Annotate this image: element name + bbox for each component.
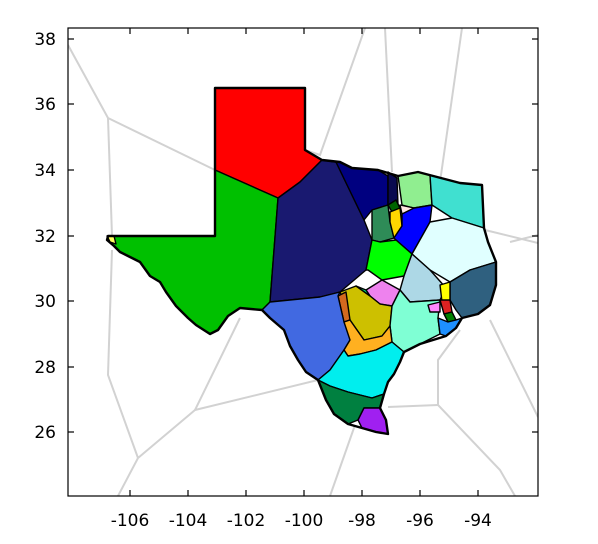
voronoi-line (387, 404, 439, 408)
y-tick-label: 30 (34, 292, 56, 312)
voronoi-line (384, 28, 393, 173)
y-tick-label: 36 (34, 95, 56, 115)
y-tick-label: 38 (34, 30, 56, 50)
y-tick-label: 26 (34, 423, 56, 443)
voronoi-line (68, 44, 216, 171)
voronoi-line (439, 28, 463, 183)
region-houston-b (427, 301, 441, 313)
plot-frame (67, 27, 539, 497)
x-tick-label: -94 (464, 511, 492, 531)
voronoi-line (304, 28, 366, 157)
x-tick-label: -104 (169, 511, 208, 531)
voronoi-line (107, 117, 113, 237)
region-southeast-yellow (439, 281, 451, 303)
voronoi-line (489, 319, 538, 418)
x-tick-label: -106 (111, 511, 150, 531)
voronoi-line (437, 329, 516, 496)
voronoi-line (484, 229, 538, 244)
texas-outline (105, 86, 498, 436)
x-tick-label: -102 (227, 511, 266, 531)
texas-regions (106, 87, 497, 435)
x-tick-label: -100 (285, 511, 324, 531)
region-northeast-a (397, 171, 433, 209)
x-tick-label: -98 (348, 511, 376, 531)
voronoi-line (106, 249, 139, 459)
y-tick-label: 32 (34, 227, 56, 247)
y-tick-label: 34 (34, 161, 56, 181)
y-tick-label: 28 (34, 358, 56, 378)
x-tick-label: -96 (406, 511, 434, 531)
voronoi-line (117, 409, 196, 496)
y-axis: 26 28 30 32 34 36 38 (34, 30, 538, 443)
x-axis: -106 -104 -102 -100 -98 -96 -94 (111, 28, 492, 531)
voronoi-line (329, 424, 356, 496)
